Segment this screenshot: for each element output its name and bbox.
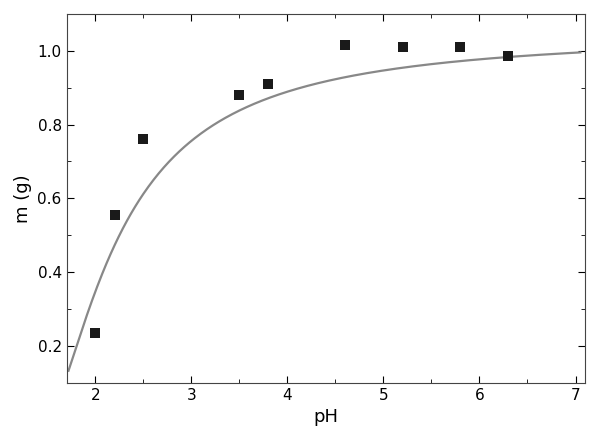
Point (264, 81, 273, 88)
Point (455, 44, 465, 51)
X-axis label: pH: pH (313, 408, 338, 426)
Point (90, 330, 100, 337)
Point (110, 211, 119, 218)
Point (235, 92, 244, 99)
Point (340, 42, 350, 49)
Y-axis label: m (g): m (g) (14, 174, 32, 223)
Point (398, 44, 407, 51)
Point (138, 136, 148, 143)
Point (504, 53, 513, 60)
